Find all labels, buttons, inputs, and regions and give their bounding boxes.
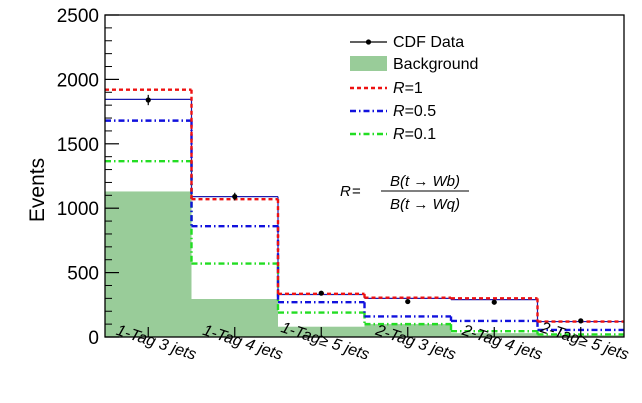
data-point (491, 299, 497, 305)
legend-label: Background (393, 56, 478, 73)
legend-label: R=1 (393, 80, 423, 97)
ratio-formula: R = B(t → Wb) B(t → Wq) (340, 173, 469, 213)
y-tick-label: 2500 (57, 6, 99, 27)
legend-label: R=0.5 (393, 103, 436, 120)
data-point (145, 97, 151, 103)
data-point (232, 194, 238, 200)
data-points (145, 94, 584, 324)
y-axis-label: Events (26, 158, 49, 222)
formula-eq: = (352, 183, 361, 200)
formula-lhs: R (340, 183, 351, 200)
data-point (578, 318, 584, 324)
x-tick-label: 2-Tag 4 jets (459, 322, 544, 364)
y-tick-label: 500 (67, 264, 99, 285)
y-tick-label: 1500 (57, 135, 99, 156)
legend-label: R=0.1 (393, 126, 436, 143)
legend: CDF Data Background R=1 R=0.5 R=0.1 (350, 34, 478, 143)
y-tick-label: 2000 (57, 70, 99, 91)
data-point (318, 290, 324, 296)
legend-marker (350, 56, 387, 71)
data-point (405, 298, 411, 305)
legend-marker (365, 39, 372, 45)
plot-frame (104, 14, 625, 338)
y-tick-label: 0 (88, 328, 99, 349)
x-tick-label: 2-Tag≥ 5 jets (537, 319, 631, 364)
formula-numerator: B(t → Wb) (390, 173, 460, 190)
y-tick-label: 1000 (57, 199, 99, 220)
formula-denominator: B(t → Wq) (390, 196, 460, 213)
background-bar (105, 191, 192, 337)
legend-label: CDF Data (393, 34, 464, 51)
x-tick-label: 1-Tag≥ 5 jets (279, 319, 372, 364)
